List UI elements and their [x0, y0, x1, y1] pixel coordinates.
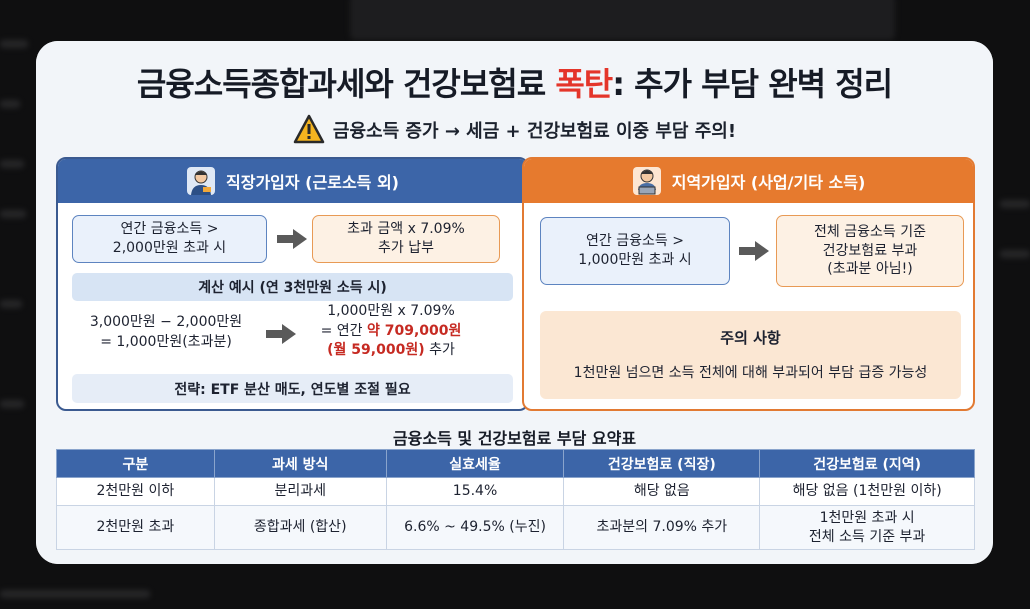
table-cell: 6.6% ~ 49.5% (누진)	[385, 505, 565, 550]
title-highlight: 폭탄	[555, 65, 613, 103]
table-row: 2천만원 초과 종합과세 (합산) 6.6% ~ 49.5% (누진) 초과분의…	[56, 505, 975, 550]
summary-table: 구분 과세 방식 실효세율 건강보험료 (직장) 건강보험료 (지역) 2천만원…	[56, 449, 975, 550]
calc-line: 3,000만원 − 2,000만원	[89, 314, 243, 330]
employee-panel-header: 직장가입자 (근로소득 외)	[58, 159, 527, 203]
caution-title: 주의 사항	[720, 329, 781, 347]
column-header: 건강보험료 (지역)	[759, 449, 975, 478]
table-cell: 해당 없음	[563, 477, 761, 506]
summary-table-title: 금융소득 및 건강보험료 부담 요약표	[392, 429, 637, 448]
blurred-line	[0, 210, 26, 218]
blurred-header	[350, 0, 895, 40]
arrow-right-icon	[739, 241, 769, 261]
regional-panel-title: 지역가입자 (사업/기타 소득)	[671, 173, 866, 192]
result-line: 초과 금액 x 7.09%	[347, 221, 465, 238]
blurred-line	[1000, 250, 1030, 258]
table-cell: 15.4%	[385, 477, 565, 506]
condition-line: 연간 금융소득 >	[120, 221, 219, 238]
column-header: 구분	[56, 449, 215, 478]
blurred-line	[0, 160, 24, 168]
blurred-line	[0, 590, 150, 598]
subtitle-text: 금융소득 증가 → 세금 + 건강보험료 이중 부담 주의!	[332, 121, 737, 142]
arrow-right-icon	[277, 229, 307, 249]
table-cell: 초과분의 7.09% 추가	[563, 505, 761, 550]
office-worker-icon	[187, 167, 216, 195]
employee-condition-box: 연간 금융소득 > 2,000만원 초과 시	[72, 215, 267, 263]
employee-panel-title: 직장가입자 (근로소득 외)	[226, 173, 399, 192]
calc-suffix: 추가	[424, 342, 455, 359]
result-line: 건강보험료 부과	[822, 242, 918, 259]
employee-result-box: 초과 금액 x 7.09% 추가 납부	[312, 215, 500, 263]
table-cell: 2천만원 초과	[56, 505, 215, 550]
result-line: 전체 금융소득 기준	[814, 223, 926, 240]
table-header-row: 구분 과세 방식 실효세율 건강보험료 (직장) 건강보험료 (지역)	[56, 449, 975, 478]
calc-prefix: = 연간	[320, 322, 367, 339]
column-header: 실효세율	[385, 449, 565, 478]
page-title: 금융소득종합과세와 건강보험료 폭탄: 추가 부담 완벽 정리	[36, 59, 993, 105]
condition-line: 1,000만원 초과 시	[578, 252, 692, 268]
subtitle: 금융소득 증가 → 세금 + 건강보험료 이중 부담 주의!	[36, 114, 993, 147]
employee-panel: 직장가입자 (근로소득 외) 연간 금융소득 > 2,000만원 초과 시 초과 …	[56, 157, 529, 411]
blurred-line	[0, 400, 24, 408]
caution-body: 1천만원 넘으면 소득 전체에 대해 부과되어 부담 급증 가능성	[573, 365, 928, 381]
table-cell: 2천만원 이하	[56, 477, 215, 506]
calc-line: 1,000만원 x 7.09%	[327, 303, 455, 319]
table-cell: 분리과세	[213, 477, 387, 506]
blurred-line	[0, 300, 22, 308]
blurred-line	[1000, 200, 1030, 208]
infographic-canvas: 금융소득종합과세와 건강보험료 폭탄: 추가 부담 완벽 정리 금융소득 증가 …	[36, 41, 993, 564]
table-cell: 종합과세 (합산)	[213, 505, 387, 550]
table-cell: 해당 없음 (1천만원 이하)	[759, 477, 975, 506]
cell-line: 1천만원 초과 시	[819, 510, 915, 527]
calc-annual-amount: 약 709,000원	[367, 322, 462, 339]
blurred-line	[0, 100, 20, 108]
calc-line: = 1,000만원(초과분)	[100, 334, 232, 351]
title-prefix: 금융소득종합과세와 건강보험료	[136, 65, 556, 103]
arrow-right-icon	[266, 324, 296, 344]
blurred-line	[0, 40, 28, 48]
cell-line: 전체 소득 기준 부과	[808, 528, 926, 545]
regional-panel-header: 지역가입자 (사업/기타 소득)	[524, 159, 973, 203]
column-header: 건강보험료 (직장)	[563, 449, 761, 478]
strategy-note: 전략: ETF 분산 매도, 연도별 조절 필요	[72, 374, 513, 403]
calc-left: 3,000만원 − 2,000만원 = 1,000만원(초과분)	[76, 312, 256, 353]
caution-box: 주의 사항 1천만원 넘으면 소득 전체에 대해 부과되어 부담 급증 가능성	[540, 311, 961, 399]
regional-condition-box: 연간 금융소득 > 1,000만원 초과 시	[540, 217, 730, 285]
infographic-card: 금융소득종합과세와 건강보험료 폭탄: 추가 부담 완벽 정리 금융소득 증가 …	[36, 41, 993, 564]
result-line: 추가 납부	[378, 240, 434, 256]
regional-panel: 지역가입자 (사업/기타 소득) 연간 금융소득 > 1,000만원 초과 시 전…	[522, 157, 975, 411]
laptop-worker-icon	[632, 167, 661, 195]
result-line: (초과분 아님!)	[827, 261, 913, 278]
table-row: 2천만원 이하 분리과세 15.4% 해당 없음 해당 없음 (1천만원 이하)	[56, 477, 975, 506]
condition-line: 2,000만원 초과 시	[112, 240, 227, 256]
calc-right: 1,000만원 x 7.09% = 연간 약 709,000원 (월 59,00…	[296, 302, 486, 361]
calc-example-header: 계산 예시 (연 3천만원 소득 시)	[72, 273, 513, 301]
condition-line: 연간 금융소득 >	[586, 233, 684, 250]
column-header: 과세 방식	[213, 449, 387, 478]
title-suffix: : 추가 부담 완벽 정리	[612, 65, 893, 103]
calc-monthly-amount: (월 59,000원)	[327, 342, 425, 359]
table-cell: 1천만원 초과 시 전체 소득 기준 부과	[759, 505, 975, 550]
warning-icon	[293, 114, 325, 144]
